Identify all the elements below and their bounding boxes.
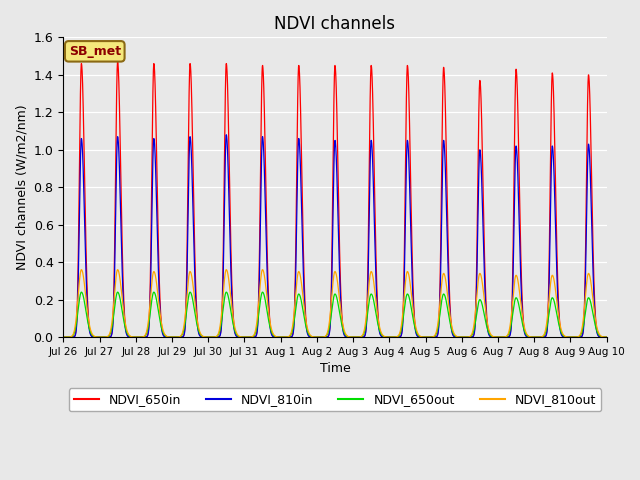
NDVI_650out	[77, 289, 85, 295]
Legend: NDVI_650in, NDVI_810in, NDVI_650out, NDVI_810out: NDVI_650in, NDVI_810in, NDVI_650out, NDV…	[68, 388, 601, 411]
Line: NDVI_810out: NDVI_810out	[63, 270, 607, 337]
NDVI_650out	[574, 334, 582, 340]
Text: SB_met: SB_met	[68, 45, 121, 58]
NDVI_810in	[268, 331, 275, 337]
Line: NDVI_650in: NDVI_650in	[63, 62, 607, 337]
NDVI_650out	[268, 329, 275, 335]
NDVI_650out	[550, 298, 558, 303]
NDVI_650out	[603, 334, 611, 340]
NDVI_650out	[60, 334, 67, 340]
NDVI_650out	[553, 310, 561, 315]
NDVI_810out	[574, 334, 582, 340]
NDVI_650in	[114, 59, 122, 65]
NDVI_810in	[553, 259, 561, 265]
NDVI_810in	[223, 132, 230, 138]
Title: NDVI channels: NDVI channels	[275, 15, 396, 33]
Line: NDVI_810in: NDVI_810in	[63, 135, 607, 337]
NDVI_810out	[399, 304, 407, 310]
NDVI_650out	[399, 314, 407, 320]
NDVI_810in	[399, 309, 407, 314]
X-axis label: Time: Time	[319, 362, 350, 375]
NDVI_810out	[125, 331, 132, 337]
NDVI_810out	[603, 334, 611, 340]
NDVI_650in	[125, 334, 132, 339]
NDVI_650in	[399, 299, 407, 305]
NDVI_810in	[574, 334, 582, 340]
NDVI_650in	[603, 334, 611, 340]
NDVI_810in	[124, 334, 132, 339]
NDVI_650in	[553, 231, 561, 237]
NDVI_650in	[550, 107, 558, 112]
NDVI_810in	[550, 169, 558, 175]
NDVI_810out	[60, 334, 67, 340]
NDVI_650in	[574, 334, 582, 340]
NDVI_810in	[60, 334, 67, 340]
Y-axis label: NDVI channels (W/m2/nm): NDVI channels (W/m2/nm)	[15, 105, 28, 270]
NDVI_810out	[77, 267, 85, 273]
NDVI_810out	[268, 326, 275, 332]
NDVI_810in	[603, 334, 611, 340]
NDVI_810out	[550, 277, 558, 283]
NDVI_650out	[125, 332, 132, 338]
NDVI_650in	[268, 330, 275, 336]
Line: NDVI_650out: NDVI_650out	[63, 292, 607, 337]
NDVI_650in	[60, 334, 67, 340]
NDVI_810out	[553, 296, 561, 301]
